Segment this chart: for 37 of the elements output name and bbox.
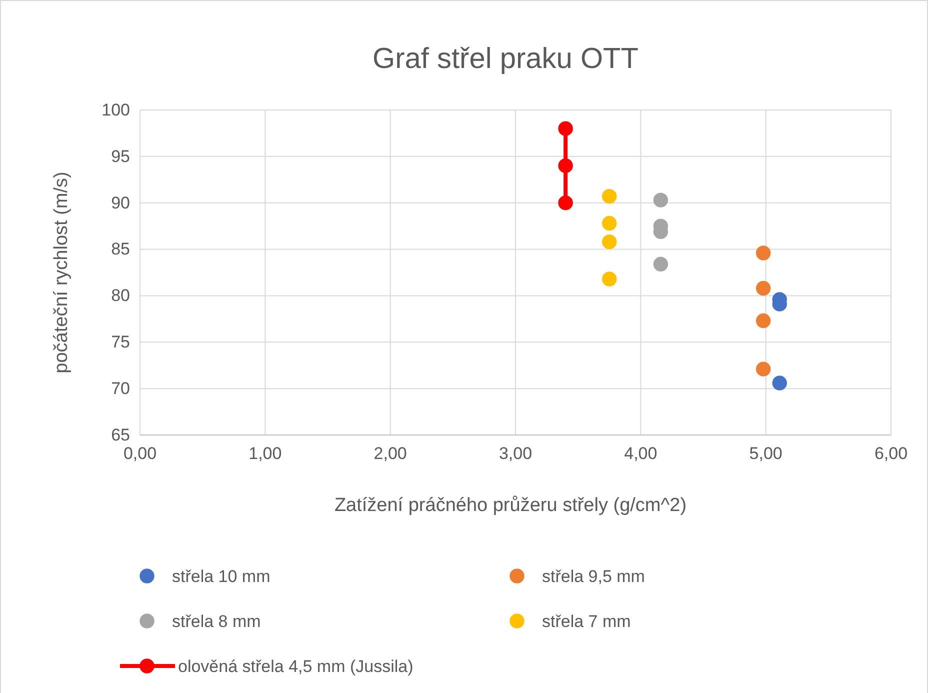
legend-label: střela 8 mm [172,612,261,631]
point [602,189,617,204]
y-tick-label: 70 [111,379,130,398]
point [772,376,787,390]
point [602,216,617,231]
legend-label: střela 9,5 mm [542,567,645,586]
y-tick-label: 65 [111,425,130,444]
y-tick-label: 90 [111,193,130,212]
point [756,362,771,376]
point [558,121,573,136]
x-tick-label: 5,00 [749,444,782,464]
y-tick-label: 75 [111,332,130,352]
point [602,234,617,250]
x-tick-label: 0,00 [123,444,157,464]
point [756,313,771,328]
legend-label: střela 7 mm [542,612,631,631]
point [756,246,771,260]
y-tick-label: 85 [111,240,130,259]
y-axis-title: počáteční rychlost (m/s) [51,172,72,374]
x-tick-label: 3,00 [498,444,532,464]
point [653,256,668,272]
y-tick-label: 95 [111,146,130,166]
y-tick-label: 100 [102,100,130,120]
x-tick-label: 1,00 [248,444,282,464]
point [558,158,573,174]
y-tick-label: 80 [111,286,130,306]
x-axis-title: Zatížení práčného průžeru střely (g/cm^2) [334,495,687,516]
legend-label: střela 10 mm [172,567,270,586]
point [756,280,771,296]
x-tick-label: 2,00 [374,444,407,464]
point [653,192,668,208]
legend-label: olověná střela 4,5 mm (Jussila) [178,657,414,676]
point [558,196,573,210]
x-tick-label: 6,00 [874,444,908,464]
x-tick-label: 4,00 [624,444,658,464]
point [602,272,617,286]
chart-title: Graf střel praku OTT [372,43,639,75]
